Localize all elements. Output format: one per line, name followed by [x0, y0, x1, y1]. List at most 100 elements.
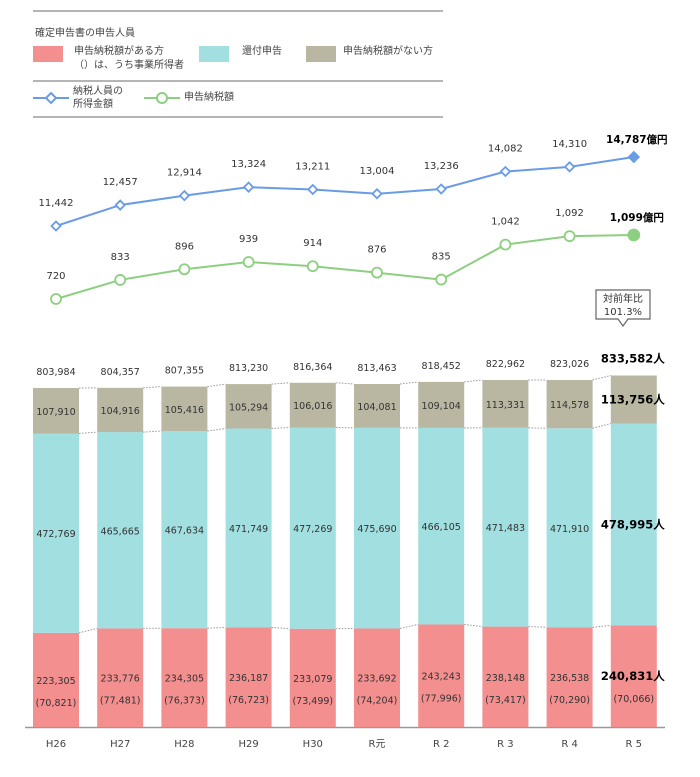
- bar-label-refund: 467,634: [165, 526, 204, 537]
- bar-taxpayers-5: [354, 628, 400, 727]
- bar-taxpayers-7: [482, 626, 529, 727]
- tax-point-4: [306, 260, 319, 273]
- income-data-label: 14,787億円: [606, 133, 668, 146]
- tax-data-label: 1,042: [491, 217, 520, 228]
- x-tick-label: R 2: [433, 739, 450, 750]
- bar-no-tax-9: [610, 375, 657, 424]
- bar-total-label: 833,582人: [601, 352, 665, 366]
- bar-refund-6: [418, 427, 465, 625]
- bar-total-label: 803,984: [36, 367, 75, 378]
- bar-sublabel-business: (70,066): [613, 694, 654, 705]
- bar-label-taxpayers: 240,831人: [601, 669, 665, 683]
- tax-data-label: 833: [111, 252, 130, 263]
- bar-label-no-tax: 105,416: [165, 405, 204, 416]
- income-line: [55, 156, 634, 227]
- x-tick-label: R 3: [497, 739, 514, 750]
- bar-total-label: 823,026: [550, 359, 589, 370]
- bar-connector-2-8: [592, 375, 611, 381]
- income-point-7: [499, 165, 512, 178]
- bar-total-label: 822,962: [486, 359, 525, 370]
- bar-label-no-tax: 104,081: [357, 402, 396, 413]
- bar-connector-0-3: [271, 626, 290, 630]
- tax-data-label: 835: [432, 252, 451, 263]
- bar-refund-7: [482, 427, 529, 627]
- income-point-4: [307, 183, 319, 196]
- bar-no-tax-5: [354, 384, 400, 428]
- bar-no-tax-3: [225, 384, 272, 429]
- callout-line1: 対前年比: [603, 292, 643, 305]
- income-point-1: [114, 199, 126, 211]
- legend-circle-line-icon: [144, 92, 180, 104]
- bar-label-refund: 465,665: [101, 526, 140, 537]
- bar-taxpayers-9: [610, 625, 657, 727]
- legend-label-income-line1: 納税人員の: [73, 86, 123, 97]
- tax-data-label: 1,099億円: [610, 211, 664, 224]
- bar-refund-2: [161, 431, 208, 629]
- tax-data-label: 720: [46, 271, 65, 282]
- x-tick-label: H30: [303, 739, 323, 750]
- bar-taxpayers-8: [546, 627, 593, 727]
- bar-no-tax-4: [289, 382, 336, 428]
- bar-connector-1-3: [271, 426, 290, 429]
- bar-no-tax-8: [546, 379, 593, 429]
- tax-data-label: 914: [303, 238, 322, 249]
- tax-point-8: [563, 230, 576, 243]
- legend-label-taxpayers-sub: （）は、うち事業所得者: [74, 60, 184, 71]
- legend-label-income: 納税人員の 所得金額: [73, 85, 123, 111]
- bar-taxpayers-0: [33, 632, 79, 727]
- tax-point-6: [435, 273, 448, 286]
- bar-total-label: 807,355: [165, 366, 204, 377]
- legend-label-taxpayers: 申告納税額がある方 （）は、うち事業所得者: [74, 45, 184, 73]
- bar-connector-2-4: [335, 382, 355, 385]
- bar-refund-1: [97, 432, 144, 629]
- tax-point-0: [50, 293, 62, 305]
- legend-title: 確定申告書の申告人員: [35, 28, 135, 39]
- bar-taxpayers-6: [418, 624, 465, 727]
- bar-refund-9: [610, 423, 657, 626]
- legend-label-tax-amount: 申告納税額: [184, 92, 234, 103]
- bar-no-tax-6: [418, 381, 465, 428]
- legend-swatch-no-tax: [306, 46, 336, 62]
- income-point-9: [627, 150, 641, 164]
- tax-point-7: [499, 238, 512, 251]
- bar-label-taxpayers: 243,243: [422, 672, 461, 683]
- bar-label-refund: 475,690: [357, 524, 396, 535]
- bar-label-no-tax: 113,756人: [601, 393, 665, 407]
- tax-data-label: 939: [239, 234, 258, 245]
- bar-refund-5: [354, 427, 400, 629]
- bar-label-taxpayers: 223,305: [36, 676, 75, 687]
- bar-label-taxpayers: 236,187: [229, 673, 268, 684]
- legend-swatch-refund: [199, 46, 229, 62]
- bar-connector-0-6: [464, 623, 483, 628]
- bar-total-label: 813,230: [229, 363, 268, 374]
- bar-label-refund: 466,105: [422, 522, 461, 533]
- bar-label-refund: 471,749: [229, 524, 268, 535]
- legend-diamond-line-icon: [33, 91, 69, 105]
- legend-top-divider: [33, 10, 443, 12]
- tax-data-label: 896: [175, 241, 194, 252]
- bar-total-label: 818,452: [422, 361, 461, 372]
- bar-sublabel-business: (73,417): [485, 695, 526, 706]
- tax-point-5: [371, 266, 383, 279]
- legend: 確定申告書の申告人員 申告納税額がある方 （）は、うち事業所得者 還付申告 申告…: [0, 0, 700, 120]
- bar-connector-2-2: [207, 383, 226, 388]
- income-point-6: [435, 183, 447, 195]
- bar-connector-1-1: [143, 430, 162, 433]
- bar-no-tax-7: [482, 379, 529, 428]
- bar-refund-3: [225, 428, 272, 628]
- bar-connector-1-0: [78, 431, 98, 434]
- bar-connector-2-6: [464, 379, 483, 383]
- x-tick-label: R 4: [561, 739, 578, 750]
- bar-total-label: 813,463: [357, 363, 396, 374]
- x-tick-label: R元: [369, 739, 386, 750]
- bar-label-no-tax: 107,910: [36, 407, 75, 418]
- bar-label-no-tax: 105,294: [229, 402, 268, 413]
- bar-connector-0-0: [78, 627, 98, 634]
- income-data-label: 11,442: [39, 198, 74, 209]
- tax-line: [55, 233, 634, 300]
- income-data-label: 14,082: [488, 144, 523, 155]
- income-data-label: 12,457: [103, 177, 138, 188]
- bar-label-refund: 478,995人: [601, 517, 665, 531]
- bar-label-no-tax: 104,916: [101, 406, 140, 417]
